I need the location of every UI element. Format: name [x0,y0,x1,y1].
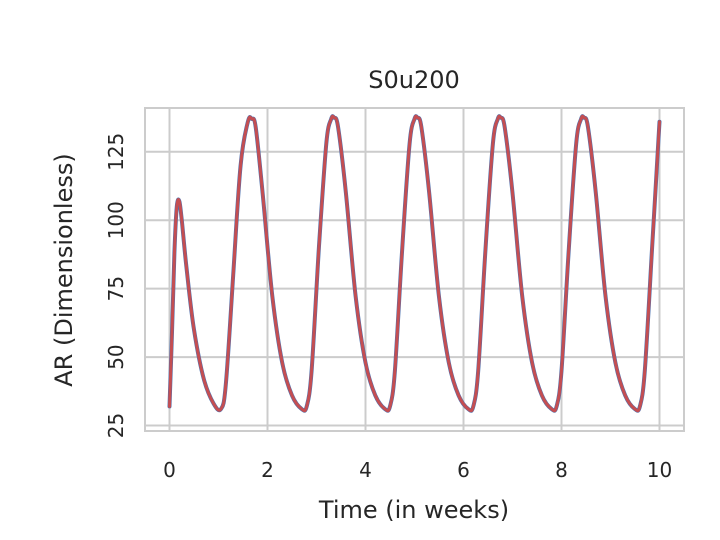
y-tick-label: 100 [104,201,128,239]
x-tick-label: 2 [261,458,274,482]
y-tick-label: 50 [104,344,128,369]
series-layer [167,114,662,413]
grid [145,108,684,431]
x-tick-label: 8 [555,458,568,482]
y-tick-label: 25 [104,413,128,438]
x-tick-label: 0 [163,458,176,482]
y-tick-label: 75 [104,276,128,301]
chart-title: S0u200 [368,66,460,94]
y-tick-label: 125 [104,133,128,171]
series-line-2 [168,114,661,413]
plot-frame [144,107,685,432]
y-axis-label: AR (Dimensionless) [50,153,78,386]
tick-labels: 0 2 4 6 8 10 25 50 75 100 125 [104,133,672,482]
x-tick-label: 4 [359,458,372,482]
x-axis-label: Time (in weeks) [318,496,509,524]
x-tick-label: 6 [457,458,470,482]
x-tick-label: 10 [647,458,672,482]
